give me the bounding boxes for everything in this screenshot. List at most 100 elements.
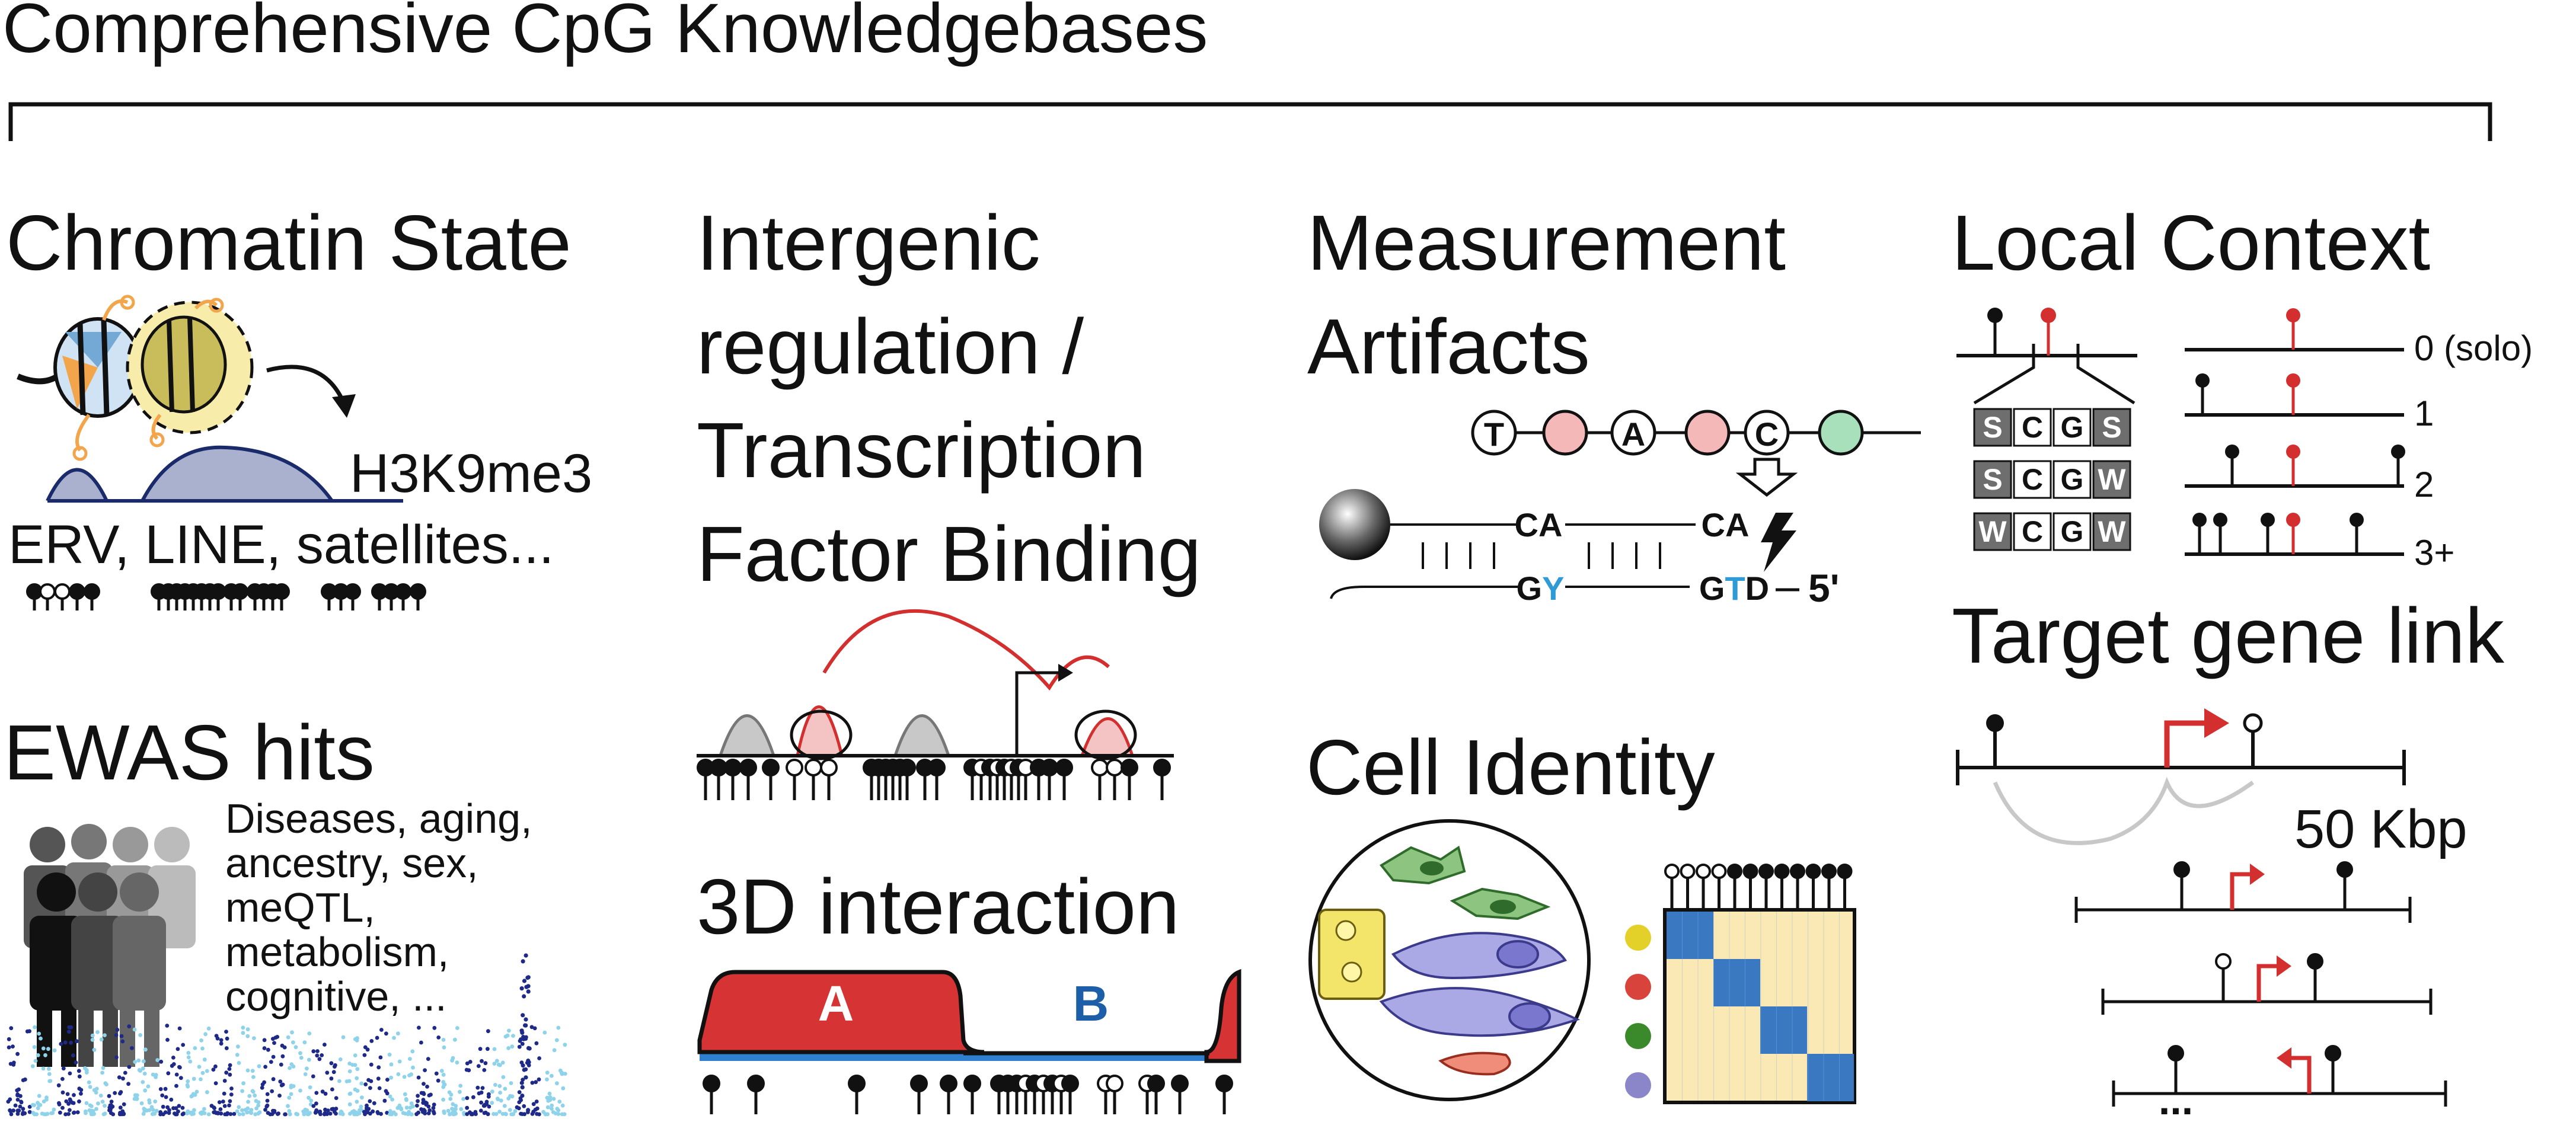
manhattan-point <box>92 1047 97 1052</box>
top-strand-ca-2: CA <box>1702 506 1750 544</box>
manhattan-point <box>245 1034 250 1038</box>
manhattan-point <box>60 1077 65 1081</box>
manhattan-point <box>397 1105 402 1110</box>
manhattan-point <box>213 1081 218 1085</box>
manhattan-point <box>416 1094 420 1098</box>
manhattan-point <box>382 1098 387 1103</box>
manhattan-point <box>507 1028 511 1033</box>
manhattan-point <box>517 1090 522 1095</box>
manhattan-point <box>503 1111 507 1116</box>
manhattan-point <box>263 1108 267 1112</box>
manhattan-point <box>328 1111 333 1116</box>
manhattan-point <box>6 1099 11 1104</box>
manhattan-point <box>551 1110 556 1114</box>
manhattan-point <box>245 1110 250 1115</box>
manhattan-point <box>305 1066 309 1071</box>
manhattan-point <box>513 1109 518 1113</box>
cpg-unmethylated <box>54 583 71 600</box>
manhattan-point <box>42 1099 46 1104</box>
tss-arrow <box>1015 671 1061 756</box>
manhattan-point <box>465 1105 470 1110</box>
manhattan-point <box>227 1067 232 1071</box>
manhattan-point <box>287 1095 292 1100</box>
manhattan-point <box>410 1112 414 1117</box>
manhattan-point <box>142 1107 146 1111</box>
manhattan-point <box>334 1107 339 1111</box>
manhattan-point <box>52 1048 57 1053</box>
manhattan-point <box>241 1112 245 1117</box>
chromatin-state-title: Chromatin State <box>6 199 572 286</box>
cpg-lollipops-matrix <box>1664 864 1853 910</box>
manhattan-point <box>490 1101 494 1105</box>
manhattan-point <box>506 1046 510 1050</box>
manhattan-peak-point <box>524 1017 528 1022</box>
manhattan-point <box>311 1074 315 1079</box>
manhattan-point <box>389 1062 394 1067</box>
density-focal-cpg <box>2286 373 2300 388</box>
manhattan-point <box>534 1080 538 1085</box>
manhattan-peak-point <box>522 979 527 983</box>
manhattan-point <box>461 1097 465 1101</box>
cpg-methylated <box>724 759 742 776</box>
manhattan-point <box>410 1049 415 1054</box>
manhattan-peak-point <box>522 994 526 999</box>
manhattan-point <box>25 1029 30 1034</box>
cpg-density-tracks: 0 (solo) 1 2 3+ <box>2185 308 2533 573</box>
gtd-d: D <box>1745 570 1769 607</box>
manhattan-point <box>266 1047 270 1052</box>
manhattan-point <box>320 1053 324 1057</box>
cpg-methylated <box>1215 1075 1233 1092</box>
manhattan-point <box>225 1111 230 1115</box>
cpg-unmethylated <box>786 759 803 776</box>
gray-peak-1 <box>718 714 776 757</box>
measurement-title-line-1: Measurement <box>1307 199 1786 286</box>
cell-illustrations <box>1318 845 1581 1076</box>
manhattan-peak-point <box>526 1059 531 1063</box>
manhattan-point <box>520 1041 525 1046</box>
manhattan-point <box>458 1083 463 1088</box>
motif-cell <box>2052 512 2092 551</box>
manhattan-point <box>178 1076 183 1081</box>
manhattan-point <box>280 1054 285 1059</box>
manhattan-point <box>465 1096 470 1100</box>
manhattan-point <box>556 1108 561 1113</box>
manhattan-point <box>498 1091 502 1095</box>
manhattan-point <box>471 1095 475 1099</box>
manhattan-point <box>338 1057 343 1062</box>
distance-label: 50 Kbp <box>2294 799 2468 859</box>
manhattan-point <box>305 1108 309 1113</box>
manhattan-point <box>325 1112 329 1116</box>
manhattan-point <box>423 1068 427 1072</box>
manhattan-point <box>376 1065 381 1070</box>
manhattan-point <box>228 1099 232 1104</box>
manhattan-point <box>404 1098 408 1102</box>
manhattan-point <box>355 1099 359 1104</box>
local-context-title: Local Context <box>1952 199 2430 286</box>
manhattan-point <box>545 1077 549 1082</box>
base-circle-pink-1 <box>1542 410 1588 456</box>
manhattan-point <box>448 1097 453 1101</box>
cpg-methylated <box>739 759 757 776</box>
manhattan-point <box>58 1110 62 1115</box>
gene-track-cpg <box>2325 1045 2341 1062</box>
motif-cell <box>2013 460 2052 499</box>
manhattan-point <box>139 1101 144 1105</box>
manhattan-peak-point <box>519 1081 524 1085</box>
cpg-unmethylated <box>39 583 56 600</box>
manhattan-point <box>39 1036 43 1041</box>
manhattan-point <box>545 1095 550 1100</box>
gene-tss-arrow-head <box>2277 1047 2291 1069</box>
manhattan-peak-point <box>521 959 525 964</box>
manhattan-point <box>449 1092 454 1097</box>
manhattan-point <box>15 1111 20 1116</box>
cpg-lollipops-chromatin <box>26 583 426 610</box>
manhattan-point <box>353 1112 357 1117</box>
manhattan-point <box>318 1112 323 1117</box>
manhattan-point <box>237 1061 241 1065</box>
motif-letter: C <box>2022 411 2043 444</box>
manhattan-point <box>355 1067 360 1072</box>
cpg-methylated <box>762 759 780 776</box>
manhattan-point <box>465 1061 470 1066</box>
manhattan-point <box>450 1058 454 1063</box>
manhattan-point <box>117 1112 122 1117</box>
